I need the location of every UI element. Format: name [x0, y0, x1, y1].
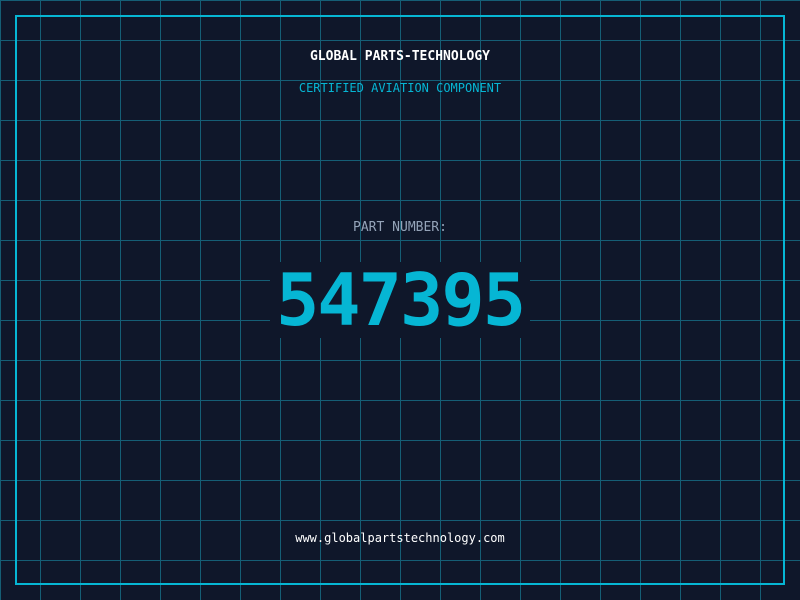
part-number-label: PART NUMBER:: [353, 220, 447, 235]
website-link[interactable]: www.globalpartstechnology.com: [295, 531, 505, 545]
certification-subtitle: CERTIFIED AVIATION COMPONENT: [298, 81, 502, 95]
company-title: GLOBAL PARTS-TECHNOLOGY: [309, 49, 490, 64]
part-number-value: 547395: [269, 262, 531, 338]
card-frame: [15, 15, 785, 585]
